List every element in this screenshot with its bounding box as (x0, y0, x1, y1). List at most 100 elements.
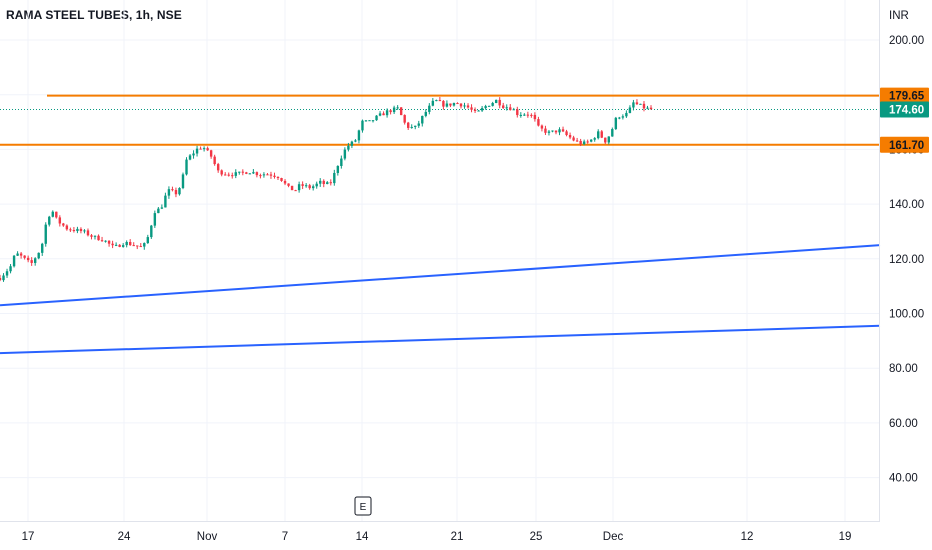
candle[interactable] (185, 157, 188, 176)
candle[interactable] (167, 186, 171, 199)
candle[interactable] (579, 138, 582, 147)
candle[interactable] (593, 137, 596, 142)
trend-line-2[interactable] (0, 324, 881, 355)
candle[interactable] (378, 111, 382, 117)
earnings-event-marker[interactable]: E (354, 496, 372, 516)
candle[interactable] (5, 268, 9, 278)
candle[interactable] (336, 165, 340, 176)
candle[interactable] (227, 172, 230, 177)
candle[interactable] (259, 173, 262, 179)
candle[interactable] (9, 264, 12, 274)
candle[interactable] (547, 129, 551, 136)
candle[interactable] (582, 139, 586, 146)
candle[interactable] (48, 215, 51, 227)
candle[interactable] (431, 98, 435, 107)
candle[interactable] (44, 222, 47, 247)
candle[interactable] (125, 240, 128, 248)
candle[interactable] (445, 100, 449, 108)
candle[interactable] (241, 169, 245, 176)
candle[interactable] (248, 173, 252, 175)
candle[interactable] (414, 125, 417, 130)
candle[interactable] (160, 204, 164, 210)
candle[interactable] (343, 147, 347, 161)
candle[interactable] (107, 240, 111, 247)
candle[interactable] (83, 229, 86, 234)
candle[interactable] (642, 101, 646, 112)
candle[interactable] (399, 107, 403, 116)
candle[interactable] (544, 125, 547, 135)
candle[interactable] (62, 222, 65, 227)
candle[interactable] (157, 206, 160, 214)
candle[interactable] (597, 129, 600, 140)
candle[interactable] (509, 104, 512, 111)
candle[interactable] (329, 179, 332, 186)
candle[interactable] (466, 103, 470, 109)
candle[interactable] (262, 172, 266, 178)
candle[interactable] (308, 183, 311, 190)
candle[interactable] (586, 139, 589, 144)
candle[interactable] (269, 171, 273, 179)
candle[interactable] (245, 171, 248, 175)
candle[interactable] (632, 99, 635, 111)
candle[interactable] (646, 105, 649, 110)
candle[interactable] (216, 162, 220, 173)
candle[interactable] (568, 132, 572, 140)
candle[interactable] (252, 169, 255, 175)
candle[interactable] (136, 245, 139, 250)
candle[interactable] (589, 139, 593, 143)
candle[interactable] (199, 146, 202, 150)
candle[interactable] (220, 169, 223, 177)
candle[interactable] (435, 99, 438, 102)
candle[interactable] (618, 116, 621, 120)
candle[interactable] (16, 251, 19, 256)
candle[interactable] (174, 187, 178, 198)
candle[interactable] (280, 177, 283, 182)
candle[interactable] (463, 102, 466, 109)
candle[interactable] (442, 100, 445, 110)
candle[interactable] (224, 172, 227, 176)
candle[interactable] (417, 120, 420, 128)
candle[interactable] (340, 155, 343, 169)
candle[interactable] (407, 121, 410, 130)
candle[interactable] (635, 99, 639, 106)
candle[interactable] (607, 136, 610, 145)
candle[interactable] (171, 186, 174, 192)
candle[interactable] (55, 211, 58, 219)
candle[interactable] (150, 224, 153, 239)
candle[interactable] (304, 183, 308, 188)
time-axis[interactable]: 17 24 Nov 7 14 21 25 Dec 12 19 (22, 531, 852, 543)
candle[interactable] (19, 251, 23, 259)
candle[interactable] (294, 189, 297, 192)
candle[interactable] (93, 235, 97, 240)
candle[interactable] (202, 146, 206, 152)
candle[interactable] (523, 113, 526, 116)
candle[interactable] (410, 124, 413, 129)
candle[interactable] (533, 112, 537, 122)
candle[interactable] (322, 179, 325, 188)
candle[interactable] (392, 105, 396, 115)
candle[interactable] (2, 273, 5, 282)
candle[interactable] (51, 210, 54, 218)
candle[interactable] (195, 145, 199, 157)
candle[interactable] (537, 116, 540, 127)
candle[interactable] (146, 234, 149, 244)
candle[interactable] (484, 104, 487, 110)
candle[interactable] (438, 96, 442, 102)
candle[interactable] (350, 140, 354, 149)
candle[interactable] (192, 150, 195, 159)
candle[interactable] (143, 242, 146, 250)
candle[interactable] (231, 172, 234, 179)
candle[interactable] (575, 137, 579, 142)
candle[interactable] (86, 228, 90, 237)
candle[interactable] (139, 243, 142, 248)
candle[interactable] (449, 103, 452, 108)
candle[interactable] (33, 257, 37, 266)
candle[interactable] (628, 105, 632, 114)
candle[interactable] (364, 120, 368, 122)
candle[interactable] (371, 120, 375, 123)
candle[interactable] (178, 187, 181, 196)
candle[interactable] (530, 113, 533, 118)
price-label-179.65[interactable]: 179.65 (880, 87, 929, 104)
candle[interactable] (65, 224, 69, 231)
